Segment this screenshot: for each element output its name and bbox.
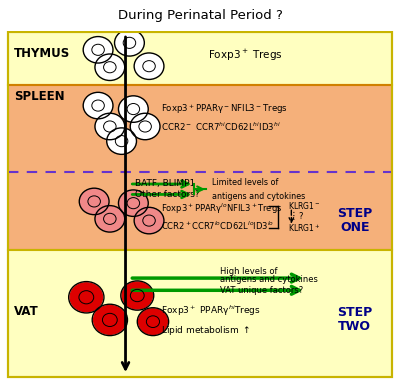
- Text: antigens and cytokines: antigens and cytokines: [220, 275, 318, 284]
- Circle shape: [120, 191, 147, 215]
- Circle shape: [96, 114, 124, 139]
- Text: STEP: STEP: [337, 207, 372, 220]
- Text: Other factors?: Other factors?: [135, 190, 200, 199]
- Text: Limited levels of: Limited levels of: [212, 178, 278, 187]
- Text: STEP: STEP: [337, 306, 372, 319]
- Text: VAT: VAT: [14, 305, 38, 318]
- Text: KLRG1$^-$: KLRG1$^-$: [288, 200, 321, 211]
- Circle shape: [96, 207, 124, 231]
- Circle shape: [138, 309, 167, 334]
- Text: THYMUS: THYMUS: [14, 47, 70, 60]
- Text: TWO: TWO: [338, 321, 371, 333]
- Text: High levels of: High levels of: [220, 267, 277, 276]
- Text: VAT unique factors?: VAT unique factors?: [220, 286, 303, 295]
- Circle shape: [84, 93, 112, 118]
- Text: Lipid metabolism $\uparrow$: Lipid metabolism $\uparrow$: [161, 324, 250, 337]
- Text: During Perinatal Period ?: During Perinatal Period ?: [118, 9, 282, 22]
- FancyBboxPatch shape: [8, 85, 392, 250]
- Circle shape: [116, 31, 143, 55]
- Circle shape: [132, 114, 159, 139]
- Text: $\vdots$: $\vdots$: [288, 209, 296, 222]
- Text: Foxp3$^+$ Tregs: Foxp3$^+$ Tregs: [208, 48, 283, 63]
- Text: ONE: ONE: [340, 221, 370, 234]
- Circle shape: [135, 54, 163, 79]
- Circle shape: [70, 283, 102, 312]
- Text: SPLEEN: SPLEEN: [14, 90, 64, 103]
- Text: Foxp3$^+$ PPAR$\mathregular{\gamma}$$^{hi}$Tregs: Foxp3$^+$ PPAR$\mathregular{\gamma}$$^{h…: [161, 304, 260, 318]
- Circle shape: [80, 189, 108, 214]
- Text: CCR2$^-$ CCR7$^{hi}$CD62L$^{hi}$ID3$^{hi}$: CCR2$^-$ CCR7$^{hi}$CD62L$^{hi}$ID3$^{hi…: [161, 120, 281, 133]
- Text: antigens and cytokines: antigens and cytokines: [212, 192, 305, 201]
- FancyBboxPatch shape: [8, 250, 392, 377]
- Circle shape: [120, 97, 147, 121]
- Text: KLRG1$^+$: KLRG1$^+$: [288, 223, 321, 234]
- Circle shape: [135, 208, 163, 233]
- Circle shape: [122, 282, 152, 309]
- FancyBboxPatch shape: [8, 33, 392, 85]
- Circle shape: [96, 55, 124, 79]
- Circle shape: [94, 306, 126, 334]
- Circle shape: [84, 38, 112, 62]
- Text: CCR2$^+$CCR7$^{lo}$CD62L$^{lo}$ID3$^{lo}$: CCR2$^+$CCR7$^{lo}$CD62L$^{lo}$ID3$^{lo}…: [161, 219, 274, 232]
- Circle shape: [108, 129, 135, 153]
- Text: Foxp3$^+$PPAR$\mathregular{\gamma}$$^-$NFIL3$^-$Tregs: Foxp3$^+$PPAR$\mathregular{\gamma}$$^-$N…: [161, 102, 288, 116]
- Text: BATF, BLIMP1: BATF, BLIMP1: [135, 180, 196, 188]
- Text: Foxp3$^+$PPAR$\mathregular{\gamma}$$^{lo}$NFIL3$^+$Tregs: Foxp3$^+$PPAR$\mathregular{\gamma}$$^{lo…: [161, 201, 282, 216]
- Text: ?: ?: [298, 213, 302, 221]
